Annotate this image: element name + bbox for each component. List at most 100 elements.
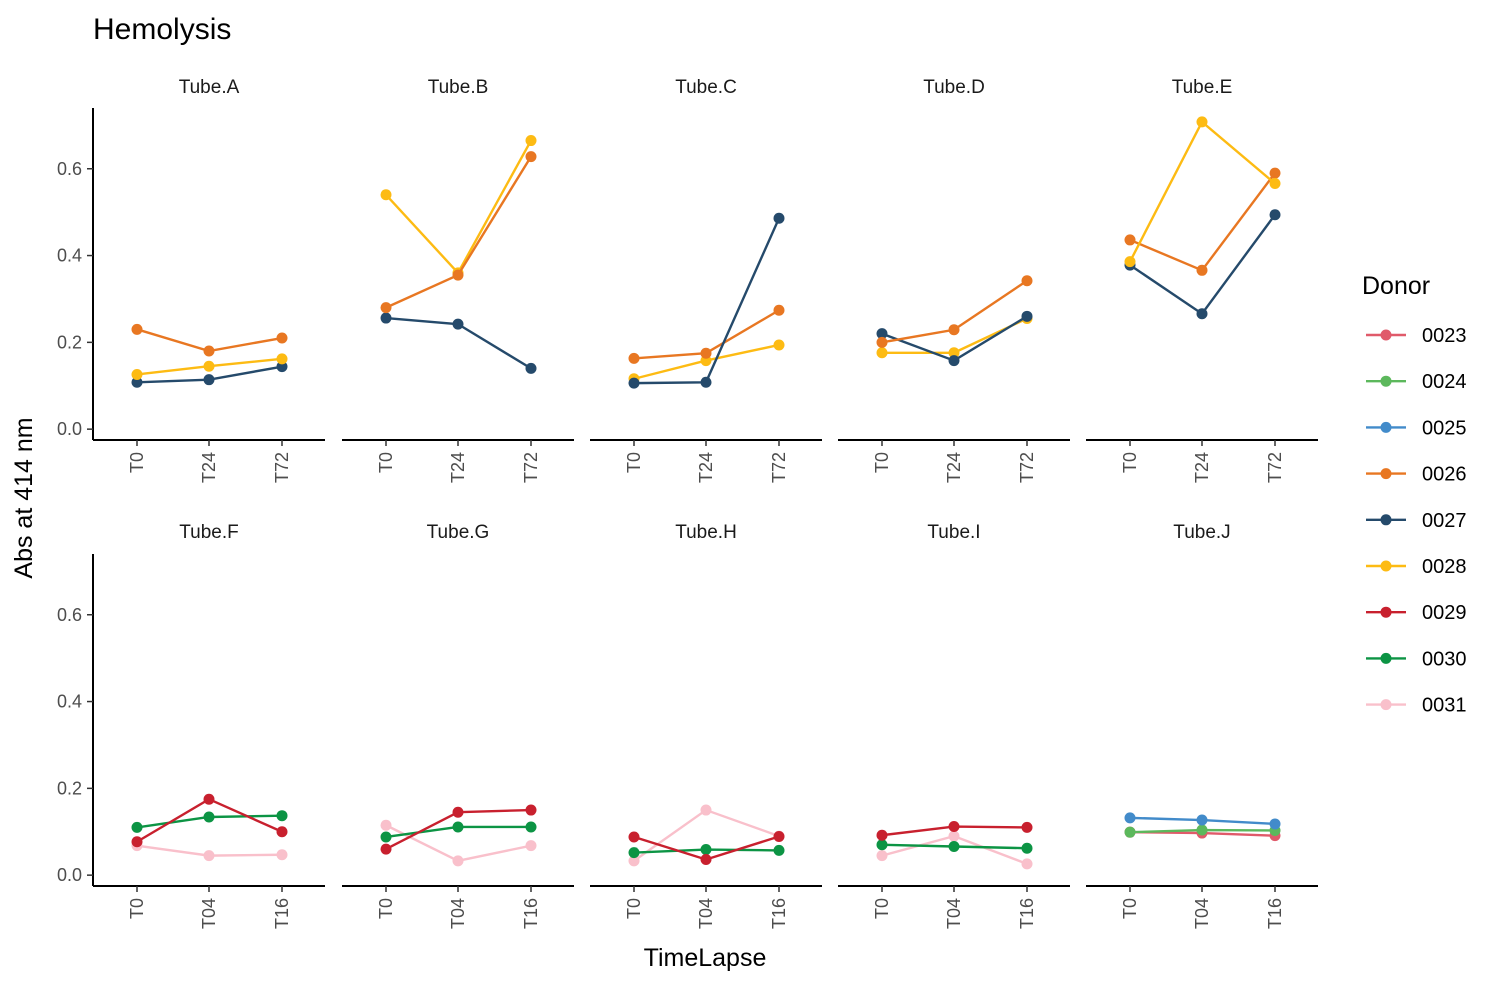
series-0030	[131, 810, 288, 833]
y-tick-label: 0.2	[57, 778, 82, 798]
series-0029	[131, 793, 288, 848]
series-0028	[131, 353, 288, 380]
x-tick-label: T0	[624, 898, 644, 919]
panel-strip-label: Tube.E	[1172, 77, 1233, 98]
data-point	[380, 843, 392, 855]
data-point	[380, 831, 392, 843]
panel-strip-label: Tube.D	[923, 77, 985, 98]
data-point	[948, 324, 960, 336]
series-line	[1129, 214, 1276, 316]
data-point	[1124, 826, 1136, 838]
data-point	[1269, 818, 1281, 830]
data-point	[203, 793, 215, 805]
data-point	[1124, 812, 1136, 824]
legend-label: 0031	[1422, 695, 1467, 717]
data-point	[700, 854, 712, 866]
legend-key-point	[1380, 375, 1392, 387]
data-point	[773, 844, 785, 856]
data-point	[276, 849, 288, 861]
series-line	[1128, 119, 1276, 263]
y-axis-title: Abs at 414 nm	[10, 417, 38, 578]
x-tick-label: T0	[624, 452, 644, 473]
legend-item-0030: 0030	[1366, 648, 1467, 670]
data-point	[525, 135, 537, 147]
legend-key-point	[1380, 329, 1392, 341]
data-point	[700, 844, 712, 856]
data-point	[203, 345, 215, 357]
legend-item-0023: 0023	[1366, 325, 1467, 347]
x-tick-label: T04	[199, 898, 219, 929]
data-point	[1196, 814, 1208, 826]
legend-label: 0030	[1422, 648, 1467, 670]
x-tick-label: T0	[376, 452, 396, 473]
panel-strip-label: Tube.F	[179, 522, 239, 543]
legend-title: Donor	[1362, 272, 1430, 300]
legend-label: 0023	[1422, 325, 1467, 347]
series-0028	[380, 135, 537, 279]
legend-item-0025: 0025	[1366, 417, 1467, 439]
data-point	[1021, 275, 1033, 287]
chart-title: Hemolysis	[93, 13, 231, 46]
data-point	[1196, 264, 1208, 276]
x-tick-label: T16	[1017, 898, 1037, 929]
y-tick-label: 0.0	[57, 419, 82, 439]
series-0028	[876, 312, 1033, 359]
panel-tube-b: Tube.B T0 T24 T72	[342, 77, 574, 483]
panel-strip-label: Tube.B	[428, 77, 489, 98]
y-tick-label: 0.6	[57, 605, 82, 625]
series-0027	[876, 310, 1033, 367]
y-tick-label: 0.0	[57, 865, 82, 885]
data-point	[380, 819, 392, 831]
data-point	[380, 302, 392, 314]
legend-key-point	[1380, 606, 1392, 618]
x-tick-label: T04	[1192, 898, 1212, 929]
data-point	[1269, 209, 1281, 221]
data-point	[276, 810, 288, 822]
x-tick-label: T04	[944, 898, 964, 929]
series-0031	[876, 830, 1033, 870]
data-point	[876, 347, 888, 359]
data-point	[1021, 842, 1033, 854]
panel-strip-label: Tube.H	[675, 522, 737, 543]
x-tick-label: T24	[696, 452, 716, 483]
legend-label: 0024	[1422, 371, 1467, 393]
x-tick-label: T16	[769, 898, 789, 929]
data-point	[525, 151, 537, 163]
data-point	[700, 804, 712, 816]
x-tick-label: T16	[521, 898, 541, 929]
data-point	[876, 829, 888, 841]
data-point	[380, 312, 392, 324]
data-point	[131, 368, 143, 380]
data-point	[948, 355, 960, 367]
data-point	[131, 836, 143, 848]
data-point	[1196, 824, 1208, 836]
panel-tube-i: Tube.I T0 T04 T16	[838, 522, 1070, 929]
series-0030	[380, 821, 537, 843]
data-point	[525, 840, 537, 852]
series-0027	[628, 212, 785, 389]
data-point	[1021, 821, 1033, 833]
x-tick-label: T0	[127, 898, 147, 919]
data-point	[525, 821, 537, 833]
data-point	[1196, 308, 1208, 320]
panel-tube-h: Tube.H T0 T04 T16	[590, 522, 822, 929]
x-axis-title: TimeLapse	[644, 944, 767, 972]
x-tick-label: T0	[1120, 452, 1140, 473]
data-point	[1269, 178, 1281, 190]
series-0026	[876, 275, 1033, 348]
series-0026	[628, 304, 785, 364]
series-0026	[131, 323, 288, 357]
x-tick-label: T04	[448, 898, 468, 929]
data-point	[452, 806, 464, 818]
x-tick-label: T04	[696, 898, 716, 929]
data-point	[452, 269, 464, 281]
panel-strip-label: Tube.C	[675, 77, 737, 98]
legend-item-0027: 0027	[1366, 510, 1467, 532]
data-point	[276, 361, 288, 373]
data-point	[203, 811, 215, 823]
x-tick-label: T72	[1265, 452, 1285, 483]
series-0026	[1124, 167, 1281, 276]
x-tick-label: T0	[872, 898, 892, 919]
data-point	[948, 821, 960, 833]
data-point	[628, 831, 640, 843]
